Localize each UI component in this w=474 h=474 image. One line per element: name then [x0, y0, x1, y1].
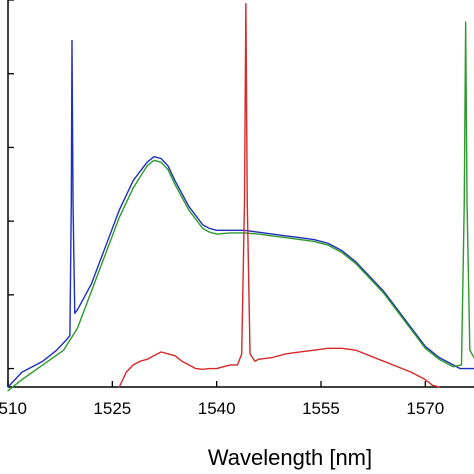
x-tick-label: 1555: [302, 399, 340, 418]
series-group: [7, 2, 474, 392]
x-axis-tick-labels: 1510 1525 1540 1555 1570: [0, 399, 444, 418]
y-axis-ticks: [8, 0, 14, 370]
x-axis-ticks: [7, 381, 426, 387]
series-line-1: [7, 39, 474, 388]
x-tick-label: 1525: [93, 399, 131, 418]
series-line-2: [7, 21, 474, 392]
x-tick-label: 1570: [406, 399, 444, 418]
x-tick-label: 1540: [198, 399, 236, 418]
plot-frame: [7, 0, 474, 388]
series-line-3: [118, 2, 440, 388]
x-tick-label: 1510: [0, 399, 27, 418]
x-axis-title: Wavelength [nm]: [208, 445, 372, 470]
